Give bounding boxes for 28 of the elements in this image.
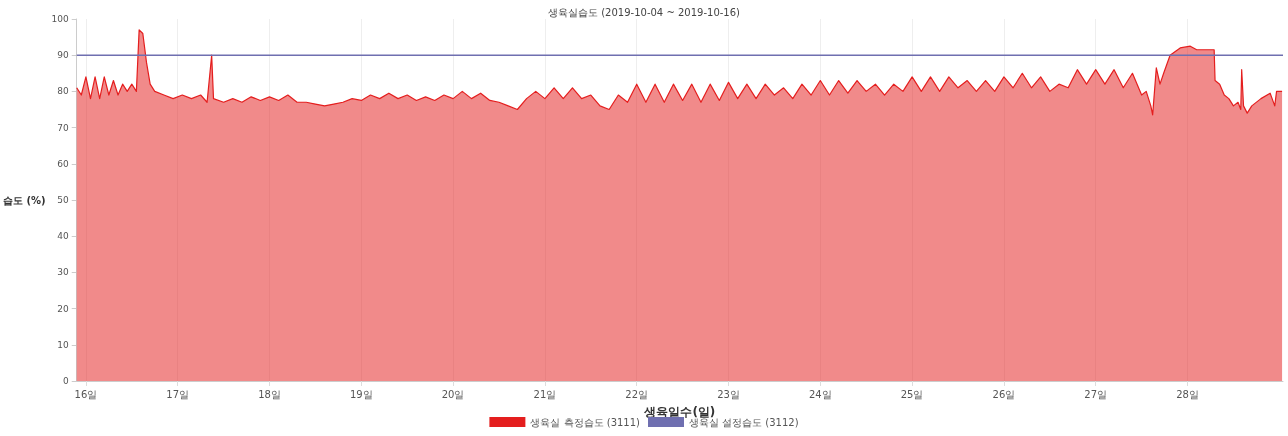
x-tick-label: 21일 (533, 388, 557, 400)
chart-title: 생육실습도 (2019-10-04 ~ 2019-10-16) (548, 6, 741, 18)
y-tick-label: 30 (57, 267, 69, 278)
legend-label: 생육실 측정습도 (3111) (530, 416, 641, 428)
y-axis-title: 습도 (%) (2, 194, 46, 206)
y-tick-label: 10 (57, 339, 69, 350)
x-tick-label: 20일 (441, 388, 465, 400)
x-axis-title: 생육일수(일) (643, 405, 716, 419)
x-tick-label: 16일 (74, 388, 98, 400)
x-tick-label: 28일 (1176, 388, 1199, 400)
x-tick-label: 26일 (992, 388, 1016, 400)
y-tick-label: 0 (62, 376, 69, 386)
x-tick-label: 27일 (1084, 388, 1108, 400)
y-tick-label: 20 (57, 303, 69, 314)
x-tick-label: 25일 (900, 388, 924, 400)
x-tick-label: 22일 (625, 388, 649, 400)
y-tick-label: 100 (51, 14, 69, 24)
x-tick-label: 19일 (349, 388, 373, 400)
y-tick-label: 80 (57, 86, 69, 97)
x-tick-label: 24일 (808, 388, 832, 400)
x-tick-label: 23일 (717, 388, 740, 400)
y-tick-label: 40 (57, 231, 69, 242)
x-tick-label: 17일 (166, 388, 190, 400)
y-tick-label: 50 (57, 195, 69, 205)
y-tick-label: 60 (57, 158, 69, 169)
x-tick-label: 18일 (258, 388, 281, 400)
y-tick-label: 90 (57, 50, 69, 61)
y-tick-label: 70 (57, 122, 69, 133)
